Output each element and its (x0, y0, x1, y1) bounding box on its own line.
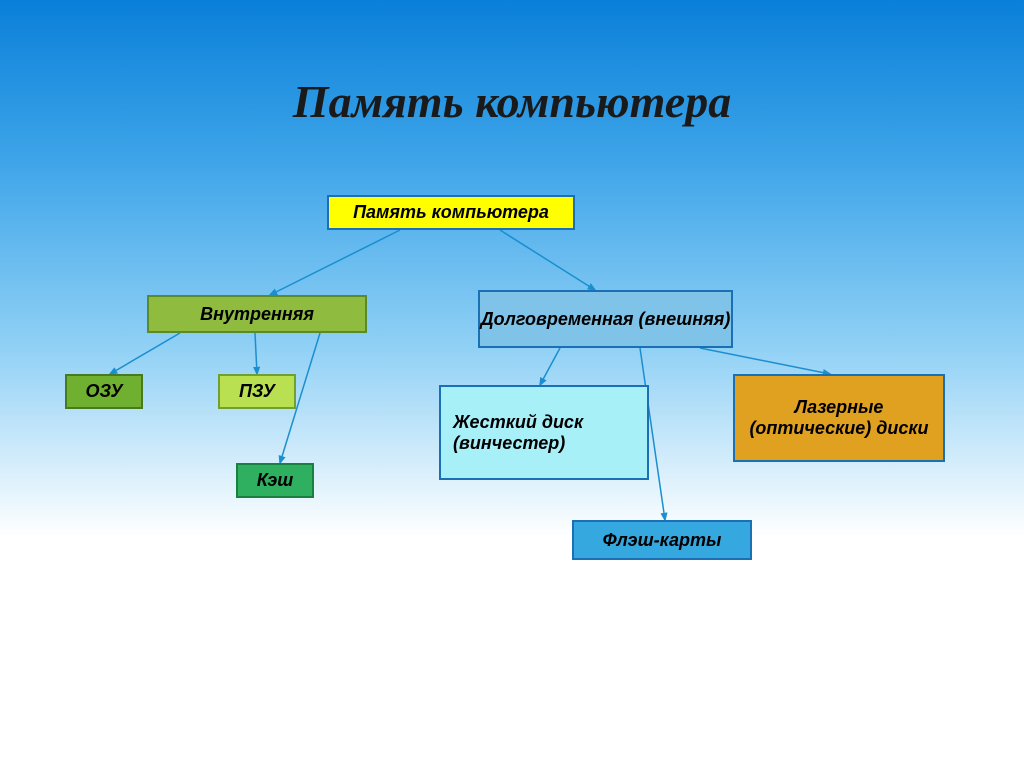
edge-internal-ram (110, 333, 180, 374)
edge-internal-rom (255, 333, 257, 374)
slide: Память компьютера Память компьютера Внут… (0, 0, 1024, 767)
node-internal: Внутренняя (147, 295, 367, 333)
node-hdd: Жесткий диск (винчестер) (439, 385, 649, 480)
edge-root-internal (270, 230, 400, 295)
node-optical: Лазерные (оптические) диски (733, 374, 945, 462)
edge-root-external (500, 230, 595, 290)
node-external: Долговременная (внешняя) (478, 290, 733, 348)
node-ram: ОЗУ (65, 374, 143, 409)
node-rom: ПЗУ (218, 374, 296, 409)
slide-title: Память компьютера (0, 75, 1024, 128)
node-root: Память компьютера (327, 195, 575, 230)
node-flash: Флэш-карты (572, 520, 752, 560)
edge-external-optical (700, 348, 830, 374)
edge-external-hdd (540, 348, 560, 385)
node-cache: Кэш (236, 463, 314, 498)
